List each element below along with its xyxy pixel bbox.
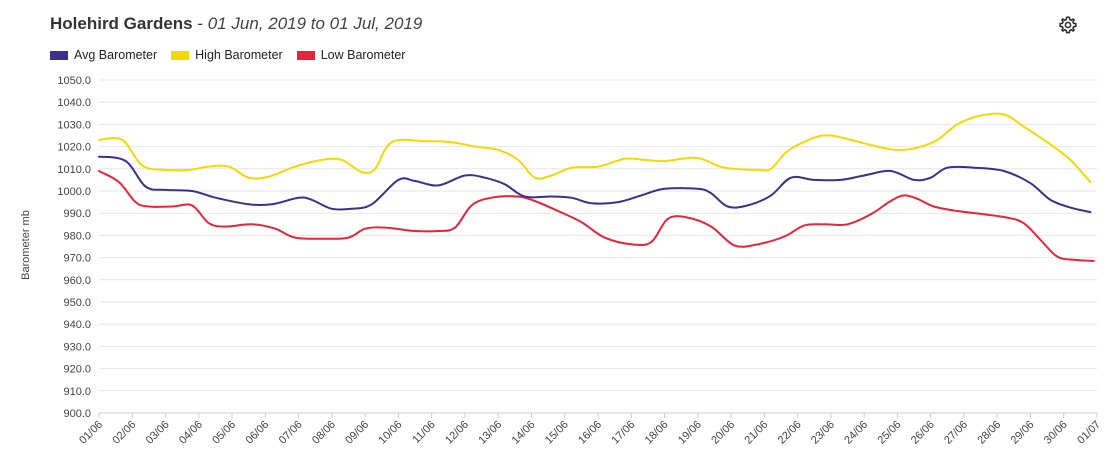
x-tick-label: 29/06 [1009, 419, 1037, 447]
x-tick-label: 05/06 [210, 419, 238, 447]
x-tick-label: 16/06 [576, 419, 604, 447]
x-tick-label: 03/06 [144, 419, 172, 447]
legend-item-high[interactable]: High Barometer [171, 48, 283, 62]
y-tick-label: 930.0 [63, 341, 91, 353]
y-tick-label: 1050.0 [57, 75, 91, 87]
y-tick-label: 990.0 [63, 208, 91, 220]
y-tick-label: 920.0 [63, 364, 91, 376]
x-axis-ticks: 01/06 02/06 03/06 04/06 05/06 06/06 07/06 08/06… [77, 413, 1103, 447]
y-tick-label: 1040.0 [57, 97, 91, 109]
x-tick-label: 18/06 [643, 419, 671, 447]
x-tick-label: 23/06 [809, 419, 837, 447]
x-tick-label: 22/06 [776, 419, 804, 447]
y-tick-label: 1000.0 [57, 186, 91, 198]
y-tick-label: 1020.0 [57, 142, 91, 154]
legend-label-low: Low Barometer [320, 48, 406, 62]
series-line-high[interactable] [98, 112, 1092, 184]
x-tick-label: 14/06 [510, 419, 538, 447]
x-tick-label: 12/06 [443, 419, 471, 447]
x-tick-label: 02/06 [110, 419, 138, 447]
x-tick-label: 15/06 [543, 419, 571, 447]
y-tick-label: 1030.0 [57, 119, 91, 131]
station-name: Holehird Gardens [50, 14, 193, 33]
y-tick-label: 960.0 [63, 275, 91, 287]
x-tick-label: 24/06 [842, 419, 870, 447]
legend-item-avg[interactable]: Avg Barometer [50, 48, 157, 62]
y-axis-ticks: 900.0 910.0 920.0 930.0 940.0 950.0 960.0 970.0… [57, 75, 91, 420]
y-tick-label: 910.0 [63, 386, 91, 398]
title-separator: - [192, 14, 208, 33]
y-tick-label: 980.0 [63, 230, 91, 242]
legend-item-low[interactable]: Low Barometer [296, 48, 406, 62]
series-line-low[interactable] [98, 170, 1095, 262]
chart-title: Holehird Gardens - 01 Jun, 2019 to 01 Ju… [50, 14, 422, 34]
x-tick-label: 09/06 [343, 419, 371, 447]
x-tick-label: 10/06 [377, 419, 405, 447]
legend-swatch-avg [50, 50, 68, 60]
y-tick-label: 970.0 [63, 253, 91, 265]
x-tick-label: 27/06 [942, 419, 970, 447]
x-tick-label: 11/06 [410, 419, 437, 446]
x-tick-label: 25/06 [876, 419, 904, 447]
y-tick-label: 950.0 [63, 297, 91, 309]
legend-label-high: High Barometer [195, 48, 283, 62]
x-tick-label: 04/06 [177, 419, 205, 447]
x-tick-label: 26/06 [909, 419, 937, 447]
grid-lines [99, 79, 1097, 414]
gear-icon[interactable] [1058, 15, 1078, 35]
series-lines [98, 112, 1095, 262]
x-tick-label: 01/07 [1075, 419, 1103, 447]
x-tick-label: 20/06 [709, 419, 737, 447]
x-tick-label: 06/06 [244, 419, 272, 447]
y-tick-label: 900.0 [63, 408, 91, 420]
x-tick-label: 19/06 [676, 419, 704, 447]
y-tick-label: 1010.0 [57, 164, 91, 176]
x-tick-label: 01/06 [77, 419, 105, 447]
legend-swatch-high [171, 50, 190, 60]
x-tick-label: 21/06 [743, 419, 771, 447]
x-tick-label: 08/06 [310, 419, 338, 447]
series-line-avg[interactable] [98, 155, 1092, 214]
x-tick-label: 30/06 [1042, 419, 1070, 447]
x-tick-label: 17/06 [609, 419, 637, 447]
x-tick-label: 13/06 [476, 419, 504, 447]
y-tick-label: 940.0 [63, 319, 91, 331]
x-tick-label: 28/06 [975, 419, 1003, 447]
x-tick-label: 07/06 [277, 419, 305, 447]
legend-label-avg: Avg Barometer [74, 48, 158, 62]
legend-swatch-low [296, 50, 315, 60]
chart-legend: Avg Barometer High Barometer Low Baromet… [50, 48, 405, 62]
date-range: 01 Jun, 2019 to 01 Jul, 2019 [207, 14, 423, 33]
